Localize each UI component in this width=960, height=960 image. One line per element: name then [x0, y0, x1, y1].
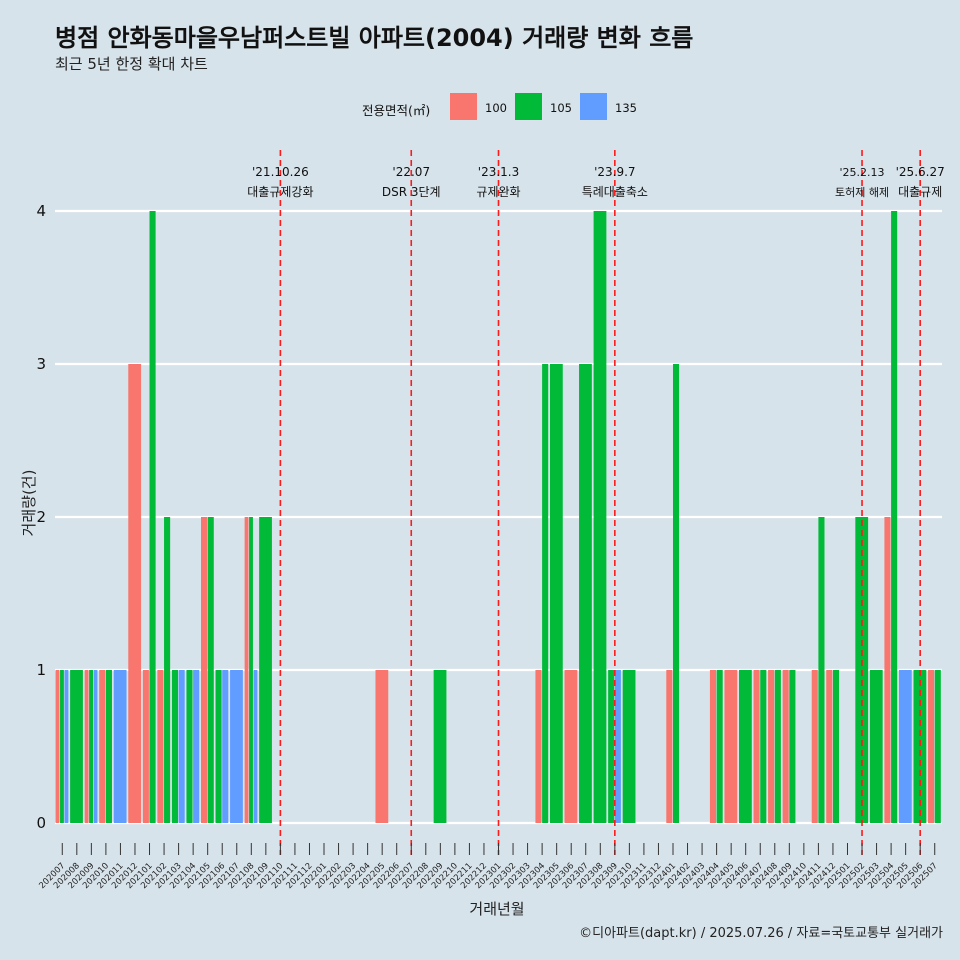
bar-202109-105: [259, 517, 272, 823]
legend-label-100: 100: [485, 101, 507, 115]
bar-202308-105: [593, 211, 607, 823]
bar-202412-100: [826, 670, 833, 823]
bar-202409-100: [782, 670, 789, 823]
bar-202411-100: [811, 670, 818, 823]
legend-key-100: [450, 93, 477, 120]
bar-202409-105: [789, 670, 796, 823]
bar-202401-100: [666, 670, 673, 823]
bar-202407-105: [760, 670, 767, 823]
bar-202309-135: [614, 670, 621, 823]
y-tick-label: 0: [36, 814, 46, 832]
bar-202011-135: [113, 670, 127, 823]
bar-202411-105: [818, 517, 825, 823]
chart-title: 병점 안화동마을우남퍼스트빌 아파트(2004) 거래량 변화 흐름: [55, 24, 694, 52]
bar-202506-105: [913, 670, 927, 823]
axes: 2020072020082020092020102020112020122021…: [37, 843, 940, 891]
bar-202307-105: [579, 364, 592, 823]
bar-202101-100: [142, 670, 149, 823]
bar-202507-100: [928, 670, 935, 823]
bar-202007-135: [64, 670, 69, 823]
bar-202106-105: [215, 670, 222, 823]
bar-202408-100: [768, 670, 775, 823]
event-label: 대출규제강화: [247, 185, 313, 199]
bar-202010-105: [105, 670, 112, 823]
bar-202107-135: [230, 670, 243, 823]
bar-202104-105: [186, 670, 193, 823]
bar-202102-105: [164, 517, 171, 823]
bar-202105-100: [200, 517, 208, 823]
y-tick-label: 4: [36, 202, 46, 220]
bar-202408-105: [774, 670, 781, 823]
bar-202505-135: [898, 670, 912, 823]
event-label: 토허제 해제: [835, 185, 889, 199]
bar-202012-100: [128, 364, 142, 823]
bar-202007-100: [55, 670, 60, 823]
event-label: 대출규제: [898, 185, 942, 199]
bar-202310-105: [622, 670, 636, 823]
event-date: '22.07: [392, 165, 430, 179]
bar-202103-105: [171, 670, 178, 823]
bar-202010-100: [99, 670, 106, 823]
bar-202009-100: [84, 670, 89, 823]
bar-202008-105: [70, 670, 83, 823]
source-caption: ©디아파트(dapt.kr) / 2025.07.26 / 자료=국토교통부 실…: [579, 926, 943, 941]
bar-202304-100: [535, 670, 542, 823]
bar-202108-100: [244, 517, 249, 823]
y-tick-label: 2: [36, 508, 46, 526]
event-date: '23.9.7: [594, 165, 635, 179]
event-date: '21.10.26: [252, 165, 309, 179]
event-date: '23.1.3: [478, 165, 519, 179]
bar-202209-105: [433, 670, 447, 823]
bar-202504-100: [884, 517, 891, 823]
bar-202108-135: [253, 670, 258, 823]
bar-202009-105: [89, 670, 93, 823]
bar-202401-105: [672, 364, 680, 823]
bar-202503-105: [869, 670, 883, 823]
event-markers: '21.10.26 대출규제강화 '22.07 DSR 3단계 '23.1.3 규제완화 '…: [247, 150, 945, 855]
legend-key-135: [580, 93, 607, 120]
legend-label-135: 135: [615, 101, 637, 115]
legend: 전용면적(㎡) 100 105 135: [0, 92, 960, 122]
bar-202412-105: [832, 670, 840, 823]
bar-202104-135: [193, 670, 200, 823]
event-date: '25.2.13: [840, 166, 885, 179]
event-date: '25.6.27: [896, 165, 945, 179]
bar-202406-105: [739, 670, 752, 823]
y-tick-label: 1: [36, 661, 46, 679]
bar-202507-105: [934, 670, 941, 823]
bar-202205-100: [375, 670, 389, 823]
bar-202504-105: [891, 211, 898, 823]
bars: [55, 211, 941, 823]
bar-202407-100: [753, 670, 760, 823]
bar-202404-105: [716, 670, 723, 823]
bar-202102-100: [157, 670, 164, 823]
x-axis-label: 거래년월: [469, 900, 524, 918]
y-tick-label: 3: [36, 355, 46, 373]
bar-202304-105: [542, 364, 549, 823]
bar-202306-100: [564, 670, 578, 823]
bar-202404-100: [709, 670, 717, 823]
legend-label-105: 105: [550, 101, 572, 115]
bar-202108-105: [249, 517, 253, 823]
bar-202305-105: [549, 364, 563, 823]
bar-202103-135: [178, 670, 185, 823]
chart-subtitle: 최근 5년 한정 확대 차트: [55, 55, 208, 73]
event-label: DSR 3단계: [382, 185, 441, 199]
bar-202309-105: [608, 670, 615, 823]
bar-202101-105: [149, 211, 156, 823]
event-label: 규제완화: [476, 185, 520, 199]
legend-title: 전용면적(㎡): [362, 103, 431, 118]
bar-202007-105: [60, 670, 64, 823]
legend-key-105: [515, 93, 542, 120]
bar-202009-135: [93, 670, 98, 823]
bar-202105-105: [207, 517, 214, 823]
y-axis-label: 거래량(건): [20, 470, 38, 537]
event-label: 특례대출축소: [582, 185, 648, 199]
bar-202106-135: [222, 670, 229, 823]
bar-202405-100: [724, 670, 738, 823]
